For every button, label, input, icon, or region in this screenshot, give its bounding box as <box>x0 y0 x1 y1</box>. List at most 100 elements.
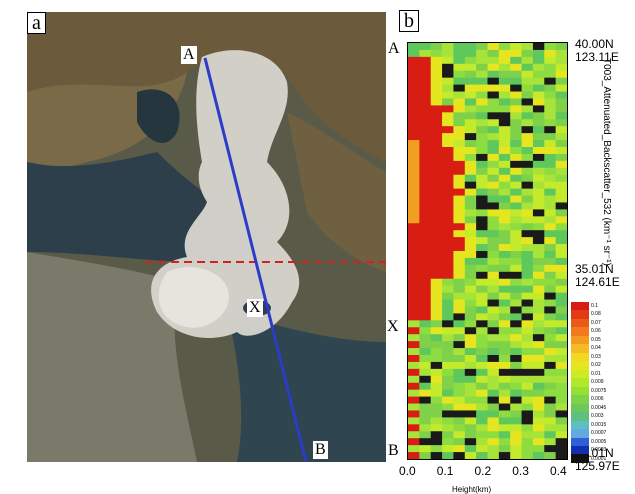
profile-cell <box>510 84 523 93</box>
profile-cell <box>544 84 557 93</box>
profile-cell <box>487 355 500 363</box>
profile-cell <box>487 396 500 405</box>
profile-cell <box>510 133 523 141</box>
profile-cell <box>408 285 420 294</box>
profile-cell <box>430 91 443 99</box>
profile-cell <box>430 167 443 176</box>
profile-cell <box>521 264 534 273</box>
colorbar-label: 0.003 <box>591 413 604 420</box>
profile-cell <box>476 223 488 231</box>
profile-cell <box>510 181 523 190</box>
profile-cell <box>408 188 420 197</box>
profile-cell <box>419 299 432 307</box>
profile-cell <box>464 237 477 245</box>
profile-cell <box>430 140 443 148</box>
profile-cell <box>521 77 534 86</box>
profile-cell <box>464 320 477 328</box>
profile-cell <box>476 153 488 162</box>
profile-cell <box>555 49 568 58</box>
colorbar-label: 0.1 <box>591 303 598 309</box>
profile-cell <box>532 181 545 190</box>
profile-cell <box>453 181 466 190</box>
profile-cell <box>544 91 557 99</box>
profile-cell <box>419 382 432 391</box>
profile-cell <box>510 147 523 155</box>
profile-cell <box>555 348 568 356</box>
profile-cell <box>453 382 466 391</box>
profile-cell <box>544 285 557 294</box>
profile-cell <box>532 153 545 162</box>
profile-cell <box>521 70 534 79</box>
profile-cell <box>464 396 477 405</box>
profile-cell <box>544 438 557 446</box>
profile-cell <box>442 320 454 328</box>
profile-cell <box>532 382 545 391</box>
profile-cell <box>476 147 488 155</box>
profile-cell <box>487 112 500 120</box>
profile-cell <box>487 445 500 453</box>
profile-cell <box>555 251 568 259</box>
profile-cell <box>408 230 420 238</box>
profile-cell <box>408 126 420 134</box>
profile-cell <box>510 410 523 418</box>
profile-cell <box>464 271 477 280</box>
profile-cell <box>510 348 523 356</box>
profile-cell <box>430 216 443 224</box>
profile-cell <box>430 160 443 169</box>
profile-cell <box>419 49 432 58</box>
profile-cell <box>430 119 443 127</box>
profile-cell <box>408 424 420 432</box>
profile-cell <box>498 147 511 155</box>
profile-cell <box>510 251 523 259</box>
profile-cell <box>544 153 557 162</box>
profile-cell <box>498 375 511 384</box>
panel-b-label: b <box>399 10 419 32</box>
profile-cell <box>532 98 545 106</box>
profile-cell <box>498 237 511 245</box>
profile-cell <box>419 348 432 356</box>
profile-cell <box>453 320 466 328</box>
profile-cell <box>532 292 545 301</box>
profile-cell <box>498 167 511 176</box>
profile-cell <box>430 70 443 79</box>
profile-cell <box>408 209 420 217</box>
profile-cell <box>532 278 545 287</box>
profile-cell <box>555 216 568 224</box>
profile-cell <box>510 126 523 134</box>
profile-cell <box>464 188 477 197</box>
profile-cell <box>555 119 568 127</box>
profile-cell <box>521 181 534 190</box>
profile-cell <box>442 438 454 446</box>
profile-cell <box>408 389 420 398</box>
profile-cell <box>453 70 466 79</box>
profile-cell <box>555 361 568 370</box>
profile-cell <box>442 285 454 294</box>
profile-cell <box>442 98 454 106</box>
profile-cell <box>510 230 523 238</box>
profile-cell <box>521 445 534 453</box>
profile-cell <box>544 375 557 384</box>
profile-cell <box>408 327 420 335</box>
profile-cell <box>510 264 523 273</box>
profile-cell <box>453 160 466 169</box>
profile-cell <box>442 70 454 79</box>
profile-cell <box>430 181 443 190</box>
profile-cell <box>408 119 420 127</box>
profile-cell <box>419 334 432 342</box>
profile-cell <box>464 119 477 127</box>
profile-cell <box>544 188 557 197</box>
profile-cell <box>408 257 420 266</box>
profile-cell <box>442 452 454 460</box>
profile-cell <box>464 368 477 377</box>
profile-cell <box>487 320 500 328</box>
profile-cell <box>498 257 511 266</box>
profile-cell <box>464 431 477 439</box>
profile-cell <box>544 452 557 460</box>
profile-cell <box>453 147 466 155</box>
profile-cell <box>498 368 511 377</box>
profile-cell <box>510 56 523 65</box>
profile-cell <box>453 244 466 252</box>
profile-cell <box>442 84 454 93</box>
profile-cell <box>521 438 534 446</box>
profile-cell <box>464 174 477 183</box>
